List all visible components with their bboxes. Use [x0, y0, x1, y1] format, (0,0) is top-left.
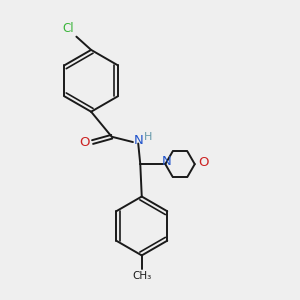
- Text: Cl: Cl: [62, 22, 74, 34]
- Text: N: N: [162, 155, 172, 168]
- Text: O: O: [80, 136, 90, 148]
- Text: N: N: [134, 134, 144, 147]
- Text: CH₃: CH₃: [132, 271, 152, 281]
- Text: H: H: [144, 132, 152, 142]
- Text: O: O: [198, 156, 209, 169]
